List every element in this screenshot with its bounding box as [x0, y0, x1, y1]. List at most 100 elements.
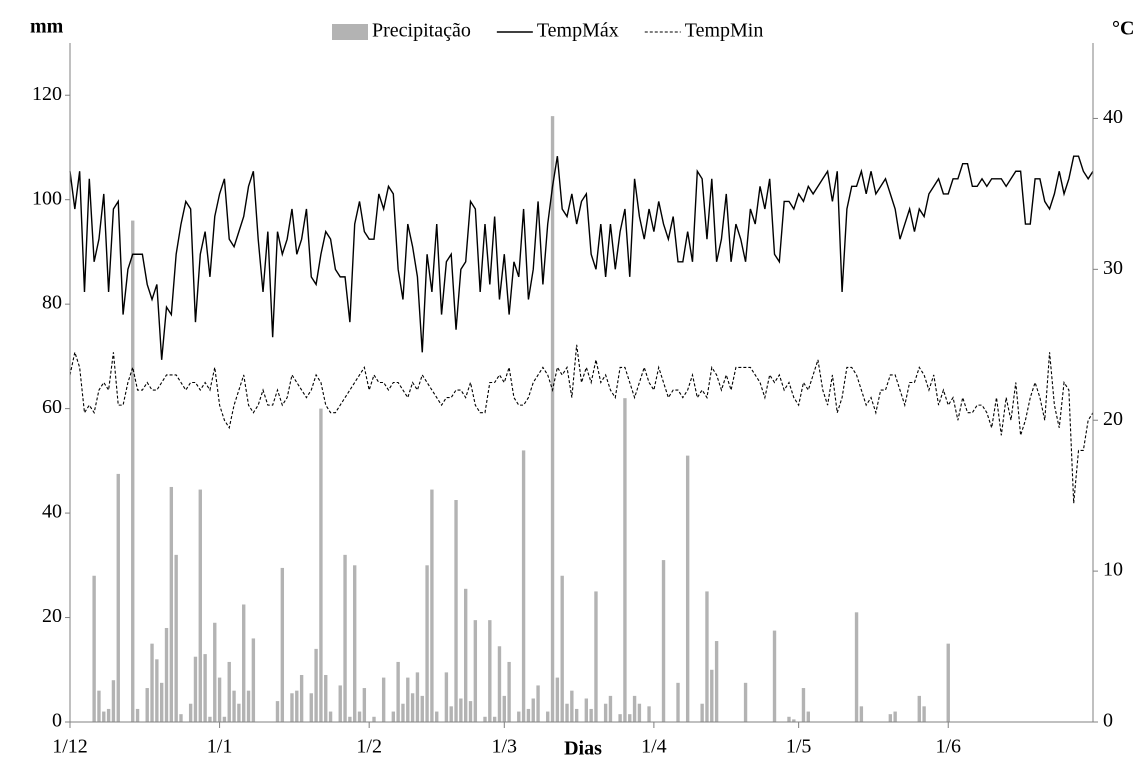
precipitation-bar [743, 682, 748, 722]
precipitation-bar [159, 682, 164, 722]
x-tick-label: 1/12 [52, 736, 88, 758]
precipitation-bar [131, 220, 135, 723]
legend-label: TempMáx [537, 20, 619, 42]
precipitation-bar [589, 708, 593, 722]
precipitation-bar [637, 703, 642, 722]
y2-tick-label: 40 [1103, 106, 1123, 128]
precipitation-bar [859, 706, 864, 722]
precipitation-bar [507, 661, 511, 722]
precipitation-bar [222, 716, 227, 722]
precipitation-bar [922, 706, 926, 722]
precipitation-bar [396, 661, 400, 722]
precipitation-bar [560, 575, 564, 722]
precipitation-bar [546, 711, 550, 722]
precipitation-bar [295, 690, 299, 722]
temperature-line [69, 344, 1094, 504]
precipitation-bar [299, 674, 304, 722]
precipitation-bar [521, 450, 526, 722]
precipitation-bar [772, 630, 777, 722]
y-tick-label: 0 [52, 710, 62, 732]
precipitation-bar [449, 706, 453, 722]
precipitation-bar [145, 688, 149, 722]
y2-tick-label: 30 [1103, 257, 1123, 279]
y-axis-label: mm [30, 16, 64, 38]
precipitation-bar [251, 638, 256, 722]
precipitation-bar [893, 711, 897, 722]
precipitation-bar [632, 695, 637, 722]
precipitation-bar [628, 714, 632, 722]
x-tick-label: 1/6 [935, 736, 961, 758]
precipitation-bar [565, 703, 569, 722]
precipitation-bar [343, 554, 347, 722]
y-tick-label: 40 [42, 501, 62, 523]
x-axis-label: Dias [564, 738, 602, 760]
precipitation-bar [401, 703, 405, 722]
precipitation-bar [246, 690, 251, 722]
precipitation-bar [314, 648, 318, 722]
precipitation-bar [102, 711, 106, 722]
precipitation-bar [594, 591, 598, 722]
precipitation-bar [714, 641, 719, 722]
y-tick-label: 120 [32, 83, 62, 105]
x-tick-label: 1/2 [356, 736, 382, 758]
precipitation-bar [164, 627, 169, 722]
precipitation-bar [275, 701, 280, 722]
precipitation-bar [787, 716, 791, 722]
precipitation-bar [550, 116, 555, 723]
precipitation-bar [174, 554, 178, 722]
precipitation-bar [425, 565, 429, 722]
precipitation-bar [198, 489, 202, 722]
precipitation-bar [584, 698, 589, 722]
precipitation-bar [854, 612, 859, 722]
precipitation-bar [208, 716, 212, 722]
precipitation-bar [700, 703, 704, 722]
precipitation-bar [792, 719, 796, 722]
precipitation-bar [213, 622, 217, 722]
precipitation-bar [531, 698, 535, 722]
precipitation-bar [372, 716, 376, 722]
precipitation-bar [492, 716, 497, 722]
precipitation-bar [135, 708, 140, 722]
precipitation-bar [188, 703, 193, 722]
precipitation-bar [353, 565, 357, 722]
x-tick-label: 1/5 [786, 736, 812, 758]
precipitation-bar [497, 646, 502, 722]
precipitation-bar [555, 677, 560, 722]
legend-swatch [332, 24, 368, 40]
precipitation-bar [391, 711, 395, 722]
precipitation-bar [97, 690, 101, 722]
precipitation-bar [574, 708, 579, 722]
y-tick-label: 80 [42, 292, 62, 314]
precipitation-bar [444, 672, 449, 722]
precipitation-bar [92, 575, 96, 722]
precipitation-bar [406, 677, 410, 722]
legend-label: TempMin [685, 20, 764, 42]
y-tick-label: 100 [32, 187, 62, 209]
precipitation-bar [227, 661, 231, 722]
precipitation-bar [280, 567, 285, 722]
precipitation-bar [517, 711, 521, 722]
precipitation-bar [570, 690, 574, 722]
precipitation-bar [468, 701, 473, 722]
precipitation-bar [237, 703, 241, 722]
precipitation-bar [459, 698, 463, 722]
precipitation-bar [647, 706, 651, 722]
precipitation-bar [946, 643, 950, 722]
precipitation-bar [169, 486, 174, 722]
precipitation-bar [603, 703, 608, 722]
precipitation-bar [150, 643, 154, 722]
precipitation-bar [483, 716, 487, 722]
precipitation-bar [661, 560, 666, 722]
precipitation-bar [705, 591, 709, 722]
precipitation-bar [319, 408, 323, 722]
precipitation-bar [362, 688, 367, 722]
precipitation-bar [242, 604, 246, 722]
precipitation-bar [106, 708, 111, 722]
x-tick-label: 1/1 [207, 736, 233, 758]
precipitation-bar [526, 708, 531, 722]
precipitation-bar [435, 711, 439, 722]
precipitation-bar [676, 682, 680, 722]
precipitation-bar [917, 695, 921, 722]
precipitation-bar [420, 695, 424, 722]
